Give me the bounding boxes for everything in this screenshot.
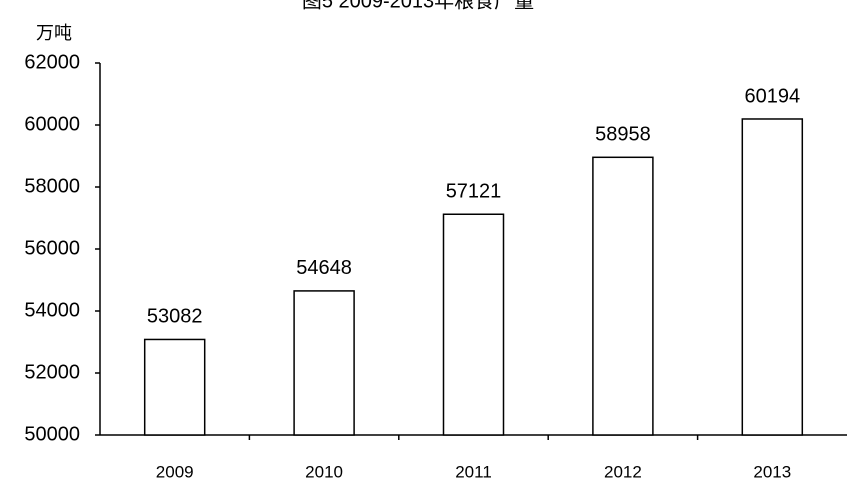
bar (143, 338, 206, 436)
data-label: 57121 (446, 181, 502, 203)
chart-title: 图5 2009-2013年粮食产量 (302, 0, 534, 12)
bar (293, 290, 355, 436)
y-unit: 万吨 (36, 23, 72, 43)
y-tick-label: 54000 (24, 299, 80, 321)
data-label: 60194 (744, 85, 800, 107)
data-label: 53082 (147, 306, 203, 328)
bar (741, 118, 804, 436)
y-tick-label: 52000 (24, 361, 80, 383)
y-tick-label: 56000 (24, 237, 80, 259)
y-tick-label: 58000 (24, 175, 80, 197)
y-tick-label: 60000 (24, 113, 80, 135)
x-tick-label: 2009 (156, 462, 194, 481)
data-label: 54648 (296, 257, 352, 279)
y-tick-label: 62000 (24, 51, 80, 73)
x-tick-label: 2011 (455, 462, 492, 481)
y-tick-label: 50000 (24, 423, 80, 445)
x-tick-label: 2013 (753, 462, 791, 481)
bar (442, 213, 505, 436)
x-tick-label: 2010 (305, 462, 343, 481)
bar (592, 156, 654, 436)
data-label: 58958 (595, 124, 651, 146)
x-tick-label: 2012 (604, 462, 642, 481)
